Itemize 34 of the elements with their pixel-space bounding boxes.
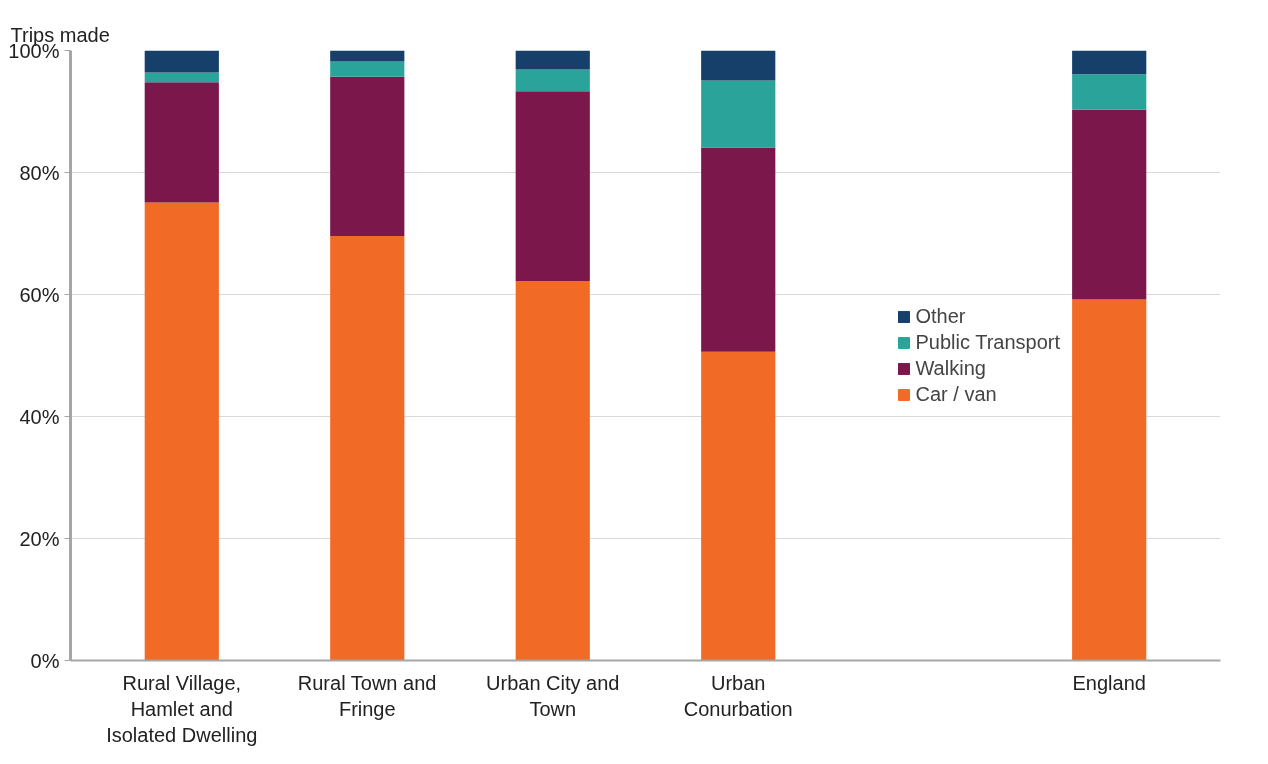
bar [330, 235, 405, 661]
bar [144, 50, 219, 73]
x-tick-label: Rural Town and Fringe [297, 671, 437, 720]
y-tick-label: 20% [19, 527, 60, 550]
bar [515, 69, 590, 92]
legend-label: Other [915, 304, 966, 328]
bar [701, 351, 776, 661]
bar [515, 281, 590, 661]
legend-label: Car / van [915, 382, 997, 406]
bar [330, 61, 405, 77]
y-tick-label: 60% [19, 283, 60, 306]
x-tick-label: Urban Conurbation [683, 671, 793, 720]
y-tick-label: 0% [30, 649, 60, 672]
bar [701, 80, 776, 148]
bar [1072, 50, 1147, 75]
bar [701, 147, 776, 352]
y-tick-label: 40% [19, 405, 60, 428]
bar [1072, 74, 1147, 110]
bar [330, 50, 405, 62]
bar [144, 82, 219, 203]
bar [515, 50, 590, 70]
bar [701, 50, 776, 81]
legend-label: Public Transport [915, 330, 1060, 354]
x-tick-label: Rural Village, Hamlet and Isolated Dwelling [106, 671, 258, 747]
bar [144, 202, 219, 661]
bar [330, 76, 405, 236]
bar [144, 72, 219, 83]
x-tick-label: England [1072, 671, 1146, 694]
legend-label: Walking [915, 356, 986, 380]
bar [515, 91, 590, 282]
y-tick-label: 80% [19, 161, 60, 184]
bar [1072, 299, 1147, 661]
bar [1072, 109, 1147, 300]
x-tick-label: Urban City and Town [486, 671, 620, 720]
